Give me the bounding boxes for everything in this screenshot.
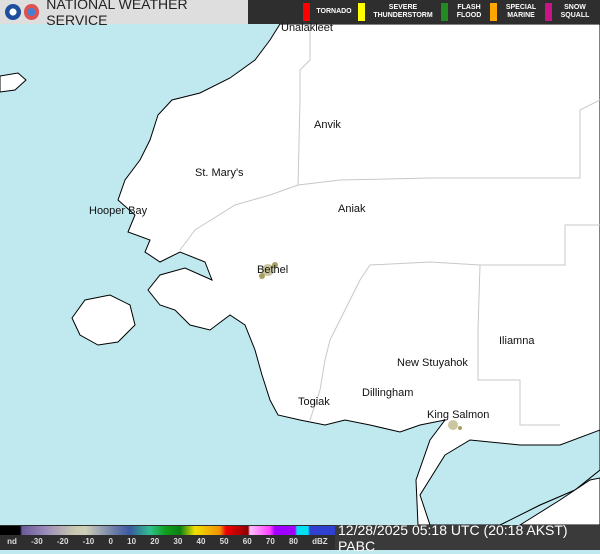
scale-tick: 80 xyxy=(289,537,298,546)
legend-label: TORNADO xyxy=(316,8,352,15)
city-label: Hooper Bay xyxy=(89,205,148,217)
special-marine-swatch xyxy=(490,3,497,21)
scale-tick: nd xyxy=(7,537,17,546)
timestamp: 12/28/2025 05:18 UTC (20:18 AKST) PABC xyxy=(335,522,600,554)
radar-echoes xyxy=(259,262,462,430)
nws-logo-icon xyxy=(23,4,40,20)
city-label: Unalakleet xyxy=(281,22,333,34)
scale-tick: 10 xyxy=(127,537,137,546)
color-bar xyxy=(0,526,335,535)
severe-thunderstorm-swatch xyxy=(358,3,365,21)
scale-tick: 50 xyxy=(219,537,229,546)
scale-tick: 60 xyxy=(242,537,252,546)
city-label: Bethel xyxy=(257,264,289,276)
header-title: NATIONAL WEATHER SERVICE xyxy=(46,0,188,28)
scale-tick: -10 xyxy=(82,537,95,546)
city-label: Iliamna xyxy=(499,335,535,347)
city-label: Dillingham xyxy=(362,387,414,399)
scale-tick: -20 xyxy=(56,537,69,546)
city-label: King Salmon xyxy=(427,409,490,421)
scale-tick: 30 xyxy=(173,537,183,546)
header-bar: NATIONAL WEATHER SERVICE TORNADO SEVERE … xyxy=(0,0,600,28)
warning-legend: TORNADO SEVERE THUNDERSTORM FLASH FLOOD … xyxy=(248,0,600,24)
scale-tick: 20 xyxy=(150,537,160,546)
footer-bar: nd -30 -20 -10 0 10 20 30 40 50 60 70 80 dBZ 12/28/20… xyxy=(0,522,600,554)
borders xyxy=(179,24,600,426)
flash-flood-swatch xyxy=(441,3,448,21)
peninsula-water xyxy=(419,429,600,526)
legend-label: SPECIAL MARINE xyxy=(505,4,537,19)
island xyxy=(0,72,27,93)
tornado-swatch xyxy=(303,3,310,21)
mainland xyxy=(117,23,600,526)
nunivak-island xyxy=(71,294,136,346)
scale-tick: 40 xyxy=(196,537,206,546)
city-label: St. Mary's xyxy=(195,167,244,179)
scale-tick: -30 xyxy=(31,537,43,546)
scale-tick: dBZ xyxy=(312,537,328,546)
dbz-color-scale: nd -30 -20 -10 0 10 20 30 40 50 60 70 80 dBZ xyxy=(0,525,335,550)
noaa-logo-icon xyxy=(5,4,21,20)
legend-label: SEVERE THUNDERSTORM xyxy=(373,4,433,19)
city-label: Aniak xyxy=(338,203,366,215)
city-label: New Stuyahok xyxy=(397,357,468,369)
legend-label: FLASH FLOOD xyxy=(456,4,482,19)
scale-ticks: nd -30 -20 -10 0 10 20 30 40 50 60 70 80 dBZ xyxy=(0,537,335,546)
scale-tick: 0 xyxy=(108,537,113,546)
city-label: Anvik xyxy=(314,119,341,131)
snow-squall-swatch xyxy=(545,3,552,21)
city-label: Togiak xyxy=(298,396,330,408)
scale-tick: 70 xyxy=(265,537,275,546)
legend-label: SNOW SQUALL xyxy=(560,4,590,19)
